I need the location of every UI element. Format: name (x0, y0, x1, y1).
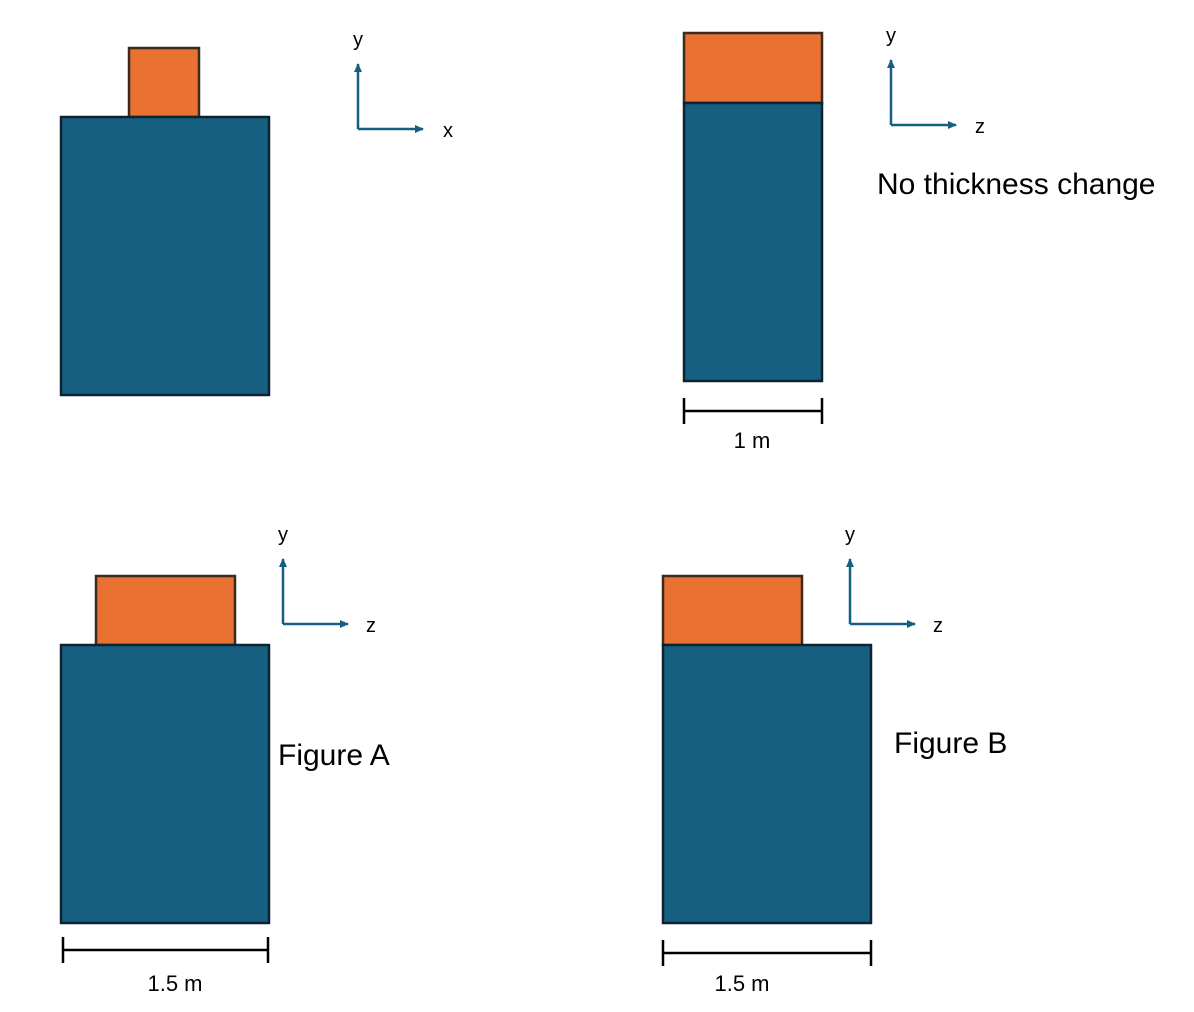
cap-block (682, 31, 824, 105)
axis-indicator: y z (278, 524, 376, 637)
dimension-label: 1.5 m (147, 971, 202, 996)
axis-label-z: z (366, 615, 376, 637)
dimension-line: 1.5 m (661, 940, 873, 996)
dimension-label: 1.5 m (714, 971, 769, 996)
cap-block (127, 46, 201, 119)
axis-label-z: z (975, 116, 985, 138)
cap-block (94, 574, 237, 647)
axis-label-y: y (278, 524, 288, 546)
dimension-line: 1.5 m (61, 937, 270, 996)
cap-block (661, 574, 804, 647)
main-block (682, 101, 824, 383)
axis-label-y: y (886, 25, 896, 47)
dimension-label: 1 m (734, 428, 771, 453)
figure-caption: Figure B (894, 727, 1007, 760)
panel-top-right: y z No thickness change 1 m (682, 25, 1156, 453)
main-block (59, 115, 271, 397)
axis-label-x: x (443, 120, 453, 142)
main-block (661, 643, 873, 925)
axis-label-z: z (933, 615, 943, 637)
axis-indicator: y z (845, 524, 943, 637)
axis-label-y: y (353, 29, 363, 51)
panel-figure-a: y z Figure A 1.5 m (59, 524, 390, 996)
panel-figure-b: y z Figure B 1.5 m (661, 524, 1007, 996)
figure-caption: Figure A (278, 739, 390, 772)
axis-label-y: y (845, 524, 855, 546)
axis-indicator: y z (886, 25, 985, 138)
main-block (59, 643, 271, 925)
dimension-line: 1 m (682, 398, 824, 453)
axis-indicator: y x (353, 29, 453, 142)
panel-top-left: y x (59, 29, 453, 397)
note-text: No thickness change (877, 168, 1156, 201)
